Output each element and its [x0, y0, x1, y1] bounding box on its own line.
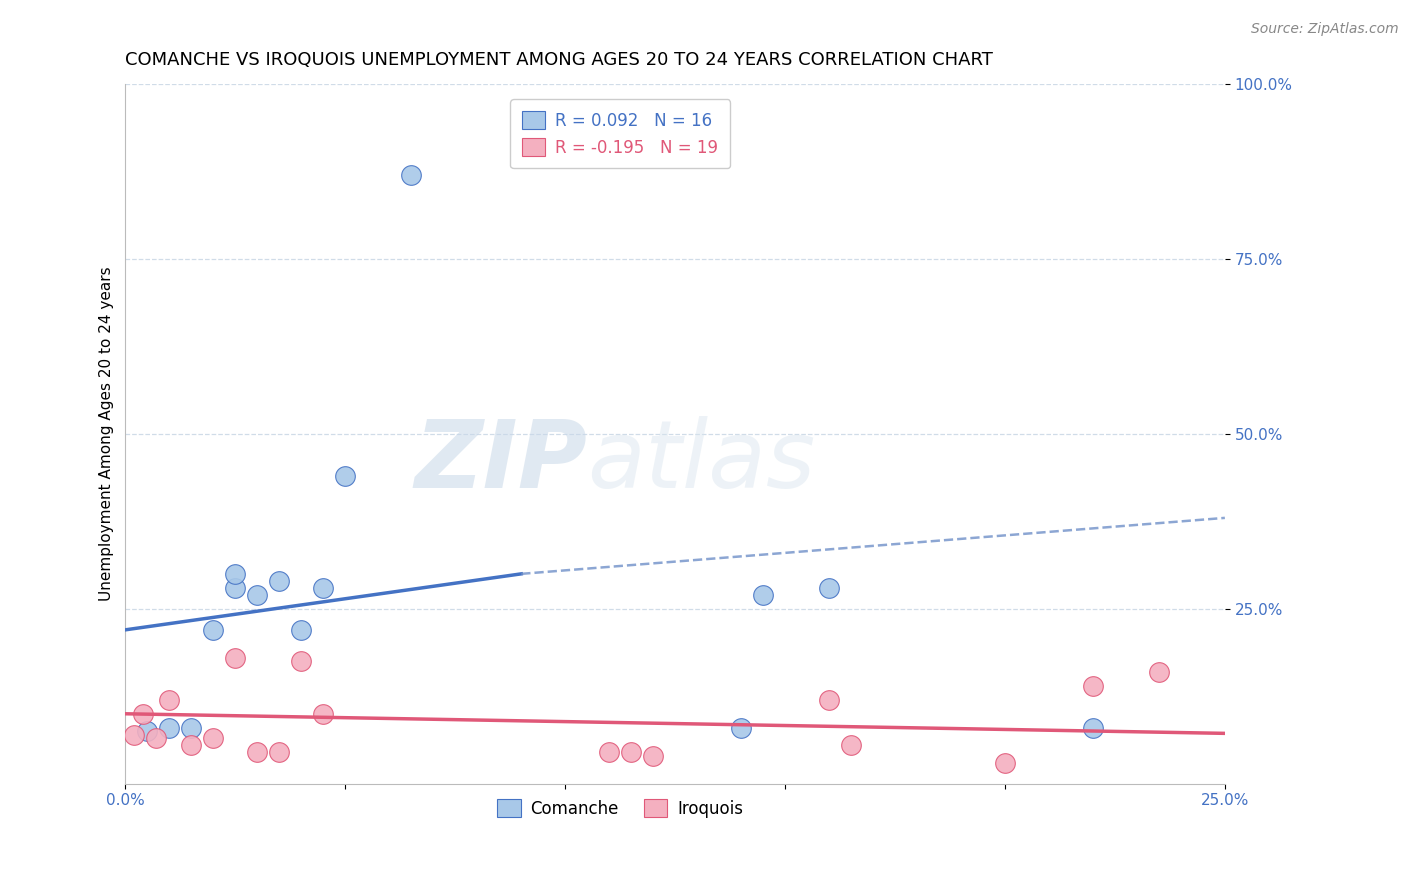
Point — [752, 588, 775, 602]
Point — [202, 623, 225, 637]
Point — [132, 706, 155, 721]
Point — [290, 654, 312, 668]
Point — [312, 706, 335, 721]
Point — [335, 469, 357, 483]
Point — [1147, 665, 1170, 679]
Point — [159, 693, 181, 707]
Point — [730, 721, 752, 735]
Point — [598, 745, 620, 759]
Point — [180, 721, 202, 735]
Point — [224, 650, 246, 665]
Point — [290, 623, 312, 637]
Point — [269, 574, 291, 588]
Point — [312, 581, 335, 595]
Legend: Comanche, Iroquois: Comanche, Iroquois — [491, 792, 749, 824]
Point — [136, 724, 159, 739]
Point — [401, 168, 423, 182]
Point — [818, 581, 841, 595]
Point — [159, 721, 181, 735]
Text: atlas: atlas — [588, 417, 815, 508]
Point — [1081, 721, 1104, 735]
Text: Source: ZipAtlas.com: Source: ZipAtlas.com — [1251, 22, 1399, 37]
Point — [269, 745, 291, 759]
Point — [818, 693, 841, 707]
Point — [145, 731, 167, 746]
Point — [246, 745, 269, 759]
Point — [620, 745, 643, 759]
Point — [224, 581, 246, 595]
Text: ZIP: ZIP — [415, 416, 588, 508]
Point — [202, 731, 225, 746]
Point — [246, 588, 269, 602]
Point — [839, 738, 862, 752]
Point — [122, 728, 145, 742]
Point — [643, 748, 665, 763]
Point — [994, 756, 1017, 770]
Point — [1081, 679, 1104, 693]
Y-axis label: Unemployment Among Ages 20 to 24 years: Unemployment Among Ages 20 to 24 years — [100, 267, 114, 601]
Point — [180, 738, 202, 752]
Point — [224, 566, 246, 581]
Text: COMANCHE VS IROQUOIS UNEMPLOYMENT AMONG AGES 20 TO 24 YEARS CORRELATION CHART: COMANCHE VS IROQUOIS UNEMPLOYMENT AMONG … — [125, 51, 994, 69]
